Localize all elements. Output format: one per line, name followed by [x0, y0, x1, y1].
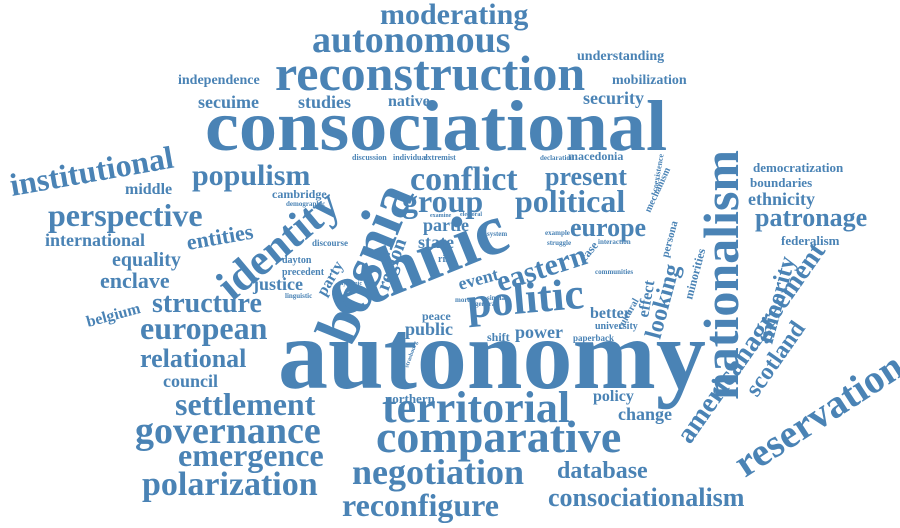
word-native: native [388, 93, 430, 110]
word-change: change [618, 404, 672, 424]
word-federalism: federalism [781, 233, 840, 248]
word-dynamic: dynamic [340, 281, 362, 287]
word-consociationalism: consociationalism [548, 483, 745, 512]
word-discourse: discourse [312, 238, 348, 248]
word-secuime: secuime [198, 92, 259, 112]
word-security: security [583, 88, 644, 108]
word-communities: communities [595, 268, 633, 276]
word-demographic: demographic [286, 200, 325, 208]
word-perspective: perspective [48, 197, 203, 233]
word-state: state [418, 232, 454, 252]
word-partie: partie [423, 215, 469, 235]
word-mobilization: mobilization [612, 73, 687, 88]
word-politic: politic [465, 269, 586, 328]
word-policy: policy [593, 388, 634, 405]
word-territorial: territorial [382, 383, 570, 432]
word-examine: examine [430, 213, 452, 219]
word-risk: risk [438, 254, 455, 265]
word-persona: persona [659, 219, 680, 259]
word-studies: studies [298, 92, 351, 112]
word-relational: relational [140, 344, 246, 373]
word-enclave: enclave [100, 268, 170, 293]
word-consociational: consociational [205, 87, 667, 167]
word-democratization: democratization [753, 160, 844, 175]
word-autonomy: autonomy [278, 299, 706, 410]
word-structure: structure [152, 288, 262, 319]
word-middle: middle [125, 181, 172, 198]
word-conflict: conflict [410, 161, 518, 198]
word-linguistic: linguistic [285, 292, 312, 300]
word-precedent: precedent [282, 267, 325, 278]
word-effect: effect [635, 278, 658, 318]
word-declaration: declaration [540, 154, 574, 162]
word-struggle: struggle [547, 239, 571, 247]
word-present: present [545, 162, 627, 191]
word-more: more [455, 296, 470, 304]
word-understanding: understanding [577, 49, 664, 64]
word-nationalism: nationalism [693, 150, 749, 400]
word-ethnicity: ethnicity [748, 189, 815, 209]
word-example: example [545, 229, 570, 237]
word-peace: peace [422, 309, 451, 323]
word-autonomous: autonomous [312, 19, 511, 61]
word-belgium: belgium [85, 300, 143, 331]
word-governance: governance [135, 410, 321, 452]
word-reconfigure: reconfigure [342, 487, 499, 523]
word-interaction: interaction [598, 238, 631, 246]
word-europe: europe [570, 213, 646, 242]
word-dayton: dayton [282, 255, 312, 266]
word-boundaries: boundaries [750, 175, 812, 190]
word-group: group [402, 183, 483, 219]
word-international: international [45, 230, 145, 250]
word-database: database [557, 458, 648, 484]
word-better: better [590, 305, 631, 322]
word-system: system [487, 230, 507, 238]
word-council: council [163, 371, 218, 391]
word-negotiation: negotiation [352, 452, 524, 492]
word-individual: individual [393, 153, 428, 162]
word-general: general [475, 300, 497, 308]
word-paperback: paperback [573, 333, 614, 343]
word-populism: populism [192, 159, 310, 192]
word-similar: similar [487, 294, 508, 302]
word-shift: shift [487, 330, 510, 344]
word-comparative: comparative [376, 411, 621, 462]
word-university: university [595, 321, 638, 332]
word-equality: equality [112, 249, 181, 271]
word-european: european [140, 310, 268, 346]
word-emergence: emergence [178, 437, 324, 473]
word-settlement: settlement [175, 386, 316, 422]
word-polarization: polarization [142, 466, 318, 503]
word-macedonia: macedonia [568, 149, 623, 163]
word-power: power [515, 322, 563, 342]
word-reconstruction: reconstruction [275, 45, 585, 101]
word-electoral: electoral [460, 212, 482, 218]
word-political: political [515, 183, 625, 219]
word-cambridge: cambridge [272, 187, 327, 201]
word-moderating: moderating [380, 0, 528, 31]
word-public: public [405, 319, 453, 339]
word-justice: justice [252, 274, 303, 294]
word-northern: northern [385, 391, 436, 406]
word-extremist: extremist [424, 153, 456, 162]
word-independence: independence [178, 73, 260, 88]
word-patronage: patronage [755, 203, 867, 232]
word-discussion: discussion [352, 153, 387, 162]
